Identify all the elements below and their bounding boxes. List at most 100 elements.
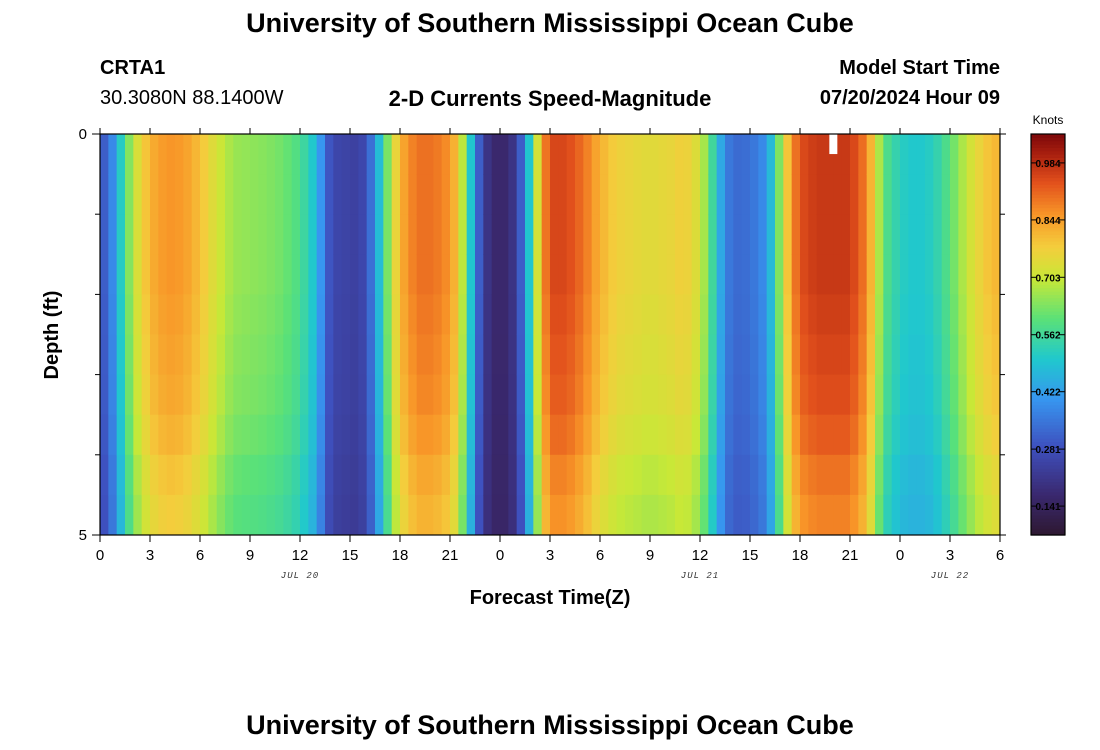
heatmap-cell xyxy=(983,214,993,255)
colorbar-tick-label: 0.422 xyxy=(1035,388,1060,399)
heatmap-cell xyxy=(150,414,159,456)
colorbar-segment xyxy=(1031,220,1065,225)
heatmap-cell xyxy=(858,414,868,456)
heatmap-cell xyxy=(541,174,551,215)
heatmap-cell xyxy=(141,254,151,295)
heatmap-cell xyxy=(300,454,309,496)
heatmap-cell xyxy=(408,374,418,416)
heatmap-cell xyxy=(108,174,118,215)
heatmap-cell xyxy=(491,494,501,535)
heatmap-cell xyxy=(500,374,509,416)
heatmap-cell xyxy=(775,254,784,295)
heatmap-cell xyxy=(958,174,968,215)
heatmap-cell xyxy=(133,454,143,496)
heatmap-cell xyxy=(566,334,576,376)
heatmap-cell xyxy=(991,494,1000,535)
heatmap-cell xyxy=(391,414,401,456)
colorbar-segment xyxy=(1031,518,1065,523)
colorbar-segment xyxy=(1031,361,1065,366)
heatmap-cell xyxy=(300,174,309,215)
colorbar-segment xyxy=(1031,488,1065,493)
heatmap-cell xyxy=(900,334,909,376)
colorbar: 0.141 0.281 0.422 0.562 0.703 0.844 0.984 xyxy=(1030,133,1066,536)
heatmap-cell xyxy=(541,374,551,416)
heatmap-cell xyxy=(733,494,743,535)
heatmap-cell xyxy=(233,294,243,336)
heatmap-cell xyxy=(258,134,268,175)
heatmap-cell xyxy=(600,414,609,456)
heatmap-cell xyxy=(116,334,126,376)
heatmap-cell xyxy=(750,374,759,416)
heatmap-cell xyxy=(250,414,259,456)
heatmap-cell xyxy=(516,414,526,456)
heatmap-cell xyxy=(691,174,701,215)
heatmap-cell xyxy=(866,134,876,175)
heatmap-cell xyxy=(458,454,468,496)
colorbar-segment xyxy=(1031,498,1065,503)
heatmap-cell xyxy=(883,214,893,255)
heatmap-cell xyxy=(958,454,968,496)
heatmap-cell xyxy=(158,214,168,255)
heatmap-cell xyxy=(825,214,834,255)
heatmap-cell xyxy=(266,454,276,496)
heatmap-cell xyxy=(333,414,343,456)
heatmap-cell xyxy=(133,134,143,175)
heatmap-cell xyxy=(950,134,959,175)
heatmap-cell xyxy=(208,454,218,496)
heatmap-cell xyxy=(983,334,993,376)
heatmap-cell xyxy=(283,454,293,496)
heatmap-cell xyxy=(125,214,134,255)
heatmap-cell xyxy=(766,174,776,215)
heatmap-cell xyxy=(766,294,776,336)
heatmap-cell xyxy=(341,414,351,456)
x-tick-label: 3 xyxy=(546,547,554,564)
heatmap-cell xyxy=(491,414,501,456)
heatmap-cell xyxy=(400,294,409,336)
heatmap-cell xyxy=(141,134,151,175)
station-id: CRTA1 xyxy=(100,57,166,79)
colorbar-segment xyxy=(1031,250,1065,255)
heatmap-cell xyxy=(383,214,393,255)
heatmap-cell xyxy=(875,214,884,255)
heatmap-cell xyxy=(716,454,726,496)
heatmap-cell xyxy=(191,134,201,175)
heatmap-cell xyxy=(866,294,876,336)
heatmap-cell xyxy=(291,414,301,456)
heatmap-cell xyxy=(508,294,518,336)
heatmap-cell xyxy=(525,174,534,215)
heatmap-cell xyxy=(941,374,951,416)
heatmap-cell xyxy=(900,294,909,336)
colorbar-segment xyxy=(1031,217,1065,222)
heatmap-cell xyxy=(391,174,401,215)
heatmap-cell xyxy=(350,174,359,215)
heatmap-cell xyxy=(583,414,593,456)
heatmap-cell xyxy=(391,374,401,416)
heatmap-cell xyxy=(258,414,268,456)
heatmap-cell xyxy=(491,134,501,175)
colorbar-segment xyxy=(1031,394,1065,399)
heatmap-cell xyxy=(858,174,868,215)
heatmap-cell xyxy=(600,374,609,416)
colorbar-segment xyxy=(1031,264,1065,269)
heatmap-cell xyxy=(466,494,476,535)
heatmap-cell xyxy=(100,454,109,496)
heatmap-cell xyxy=(575,134,584,175)
heatmap-cell xyxy=(616,174,626,215)
heatmap-cell xyxy=(733,454,743,496)
heatmap-cell xyxy=(583,294,593,336)
heatmap-cell xyxy=(850,414,859,456)
heatmap-cell xyxy=(166,134,176,175)
colorbar-segment xyxy=(1031,491,1065,496)
heatmap-cell xyxy=(291,214,301,255)
heatmap-cell xyxy=(616,294,626,336)
heatmap-cell xyxy=(216,334,226,376)
heatmap-cell xyxy=(825,374,834,416)
colorbar-segment xyxy=(1031,187,1065,192)
heatmap-cell xyxy=(433,374,443,416)
heatmap-cell xyxy=(291,374,301,416)
colorbar-segment xyxy=(1031,291,1065,295)
heatmap-cell xyxy=(283,294,293,336)
heatmap-cell xyxy=(250,254,259,295)
heatmap-cell xyxy=(216,494,226,535)
heatmap-cell xyxy=(625,334,634,376)
